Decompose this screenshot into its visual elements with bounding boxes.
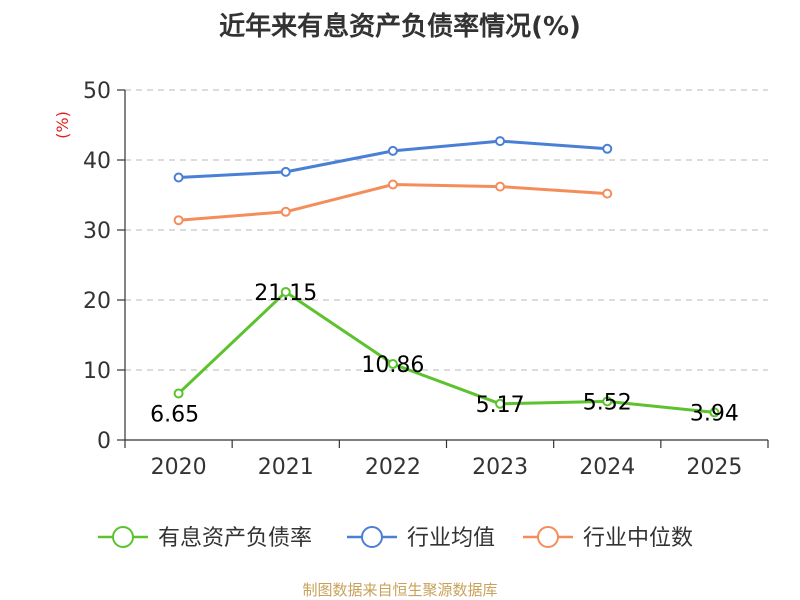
- legend-item-2: 行业中位数: [523, 526, 693, 551]
- data-point: [280, 206, 291, 217]
- legend-label: 行业均值: [407, 526, 495, 551]
- data-point: [173, 388, 184, 399]
- x-tick-label: 2025: [686, 455, 742, 480]
- data-point: [495, 398, 506, 409]
- series-line-2: [178, 183, 608, 222]
- legend-marker: [537, 526, 559, 548]
- axes: 0 10 20 30 40 50 2020 2021 2022 2023 2024 2025 (%): [53, 79, 769, 480]
- data-point: [602, 188, 613, 199]
- data-point: [495, 181, 506, 192]
- chart-title: 近年来有息资产负债率情况(%): [219, 12, 581, 42]
- data-label: 10.86: [361, 353, 424, 378]
- y-tick-label: 50: [83, 79, 111, 104]
- y-tick-label: 30: [83, 219, 111, 244]
- data-point: [387, 179, 398, 190]
- data-point: [280, 286, 291, 297]
- y-tick-label: 20: [83, 289, 111, 314]
- legend-item-0: 有息资产负债率: [98, 526, 312, 551]
- legend-marker: [361, 526, 383, 548]
- y-tick-label: 10: [83, 359, 111, 384]
- data-point: [173, 172, 184, 183]
- legend-marker: [112, 526, 134, 548]
- gridlines: [125, 89, 768, 371]
- data-point: [173, 215, 184, 226]
- data-point: [602, 143, 613, 154]
- x-tick-label: 2023: [472, 455, 528, 480]
- data-point: [709, 407, 720, 418]
- data-labels: 6.65 21.15 10.86 5.17 5.52 3.94: [150, 281, 739, 428]
- y-tick-label: 40: [83, 149, 111, 174]
- series-layer: [173, 136, 720, 418]
- data-point: [602, 396, 613, 407]
- legend-item-1: 行业均值: [347, 526, 495, 551]
- legend: 有息资产负债率 行业均值 行业中位数: [98, 526, 693, 551]
- data-label: 3.94: [690, 401, 739, 426]
- x-tick-label: 2024: [579, 455, 635, 480]
- x-tick-label: 2021: [258, 455, 314, 480]
- legend-label: 行业中位数: [583, 526, 693, 551]
- data-label: 6.65: [150, 402, 199, 427]
- data-point: [387, 145, 398, 156]
- y-axis-label: (%): [53, 111, 72, 139]
- legend-label: 有息资产负债率: [158, 526, 312, 551]
- y-tick-label: 0: [97, 429, 111, 454]
- data-label: 5.17: [476, 393, 525, 418]
- series-line-0: [177, 290, 715, 414]
- source-note: 制图数据来自恒生聚源数据库: [302, 581, 498, 599]
- data-label: 5.52: [583, 390, 632, 415]
- x-tick-label: 2022: [365, 455, 421, 480]
- data-point: [495, 136, 506, 147]
- data-point: [280, 166, 291, 177]
- data-label: 21.15: [254, 281, 317, 306]
- data-point: [387, 358, 398, 369]
- x-tick-label: 2020: [151, 455, 207, 480]
